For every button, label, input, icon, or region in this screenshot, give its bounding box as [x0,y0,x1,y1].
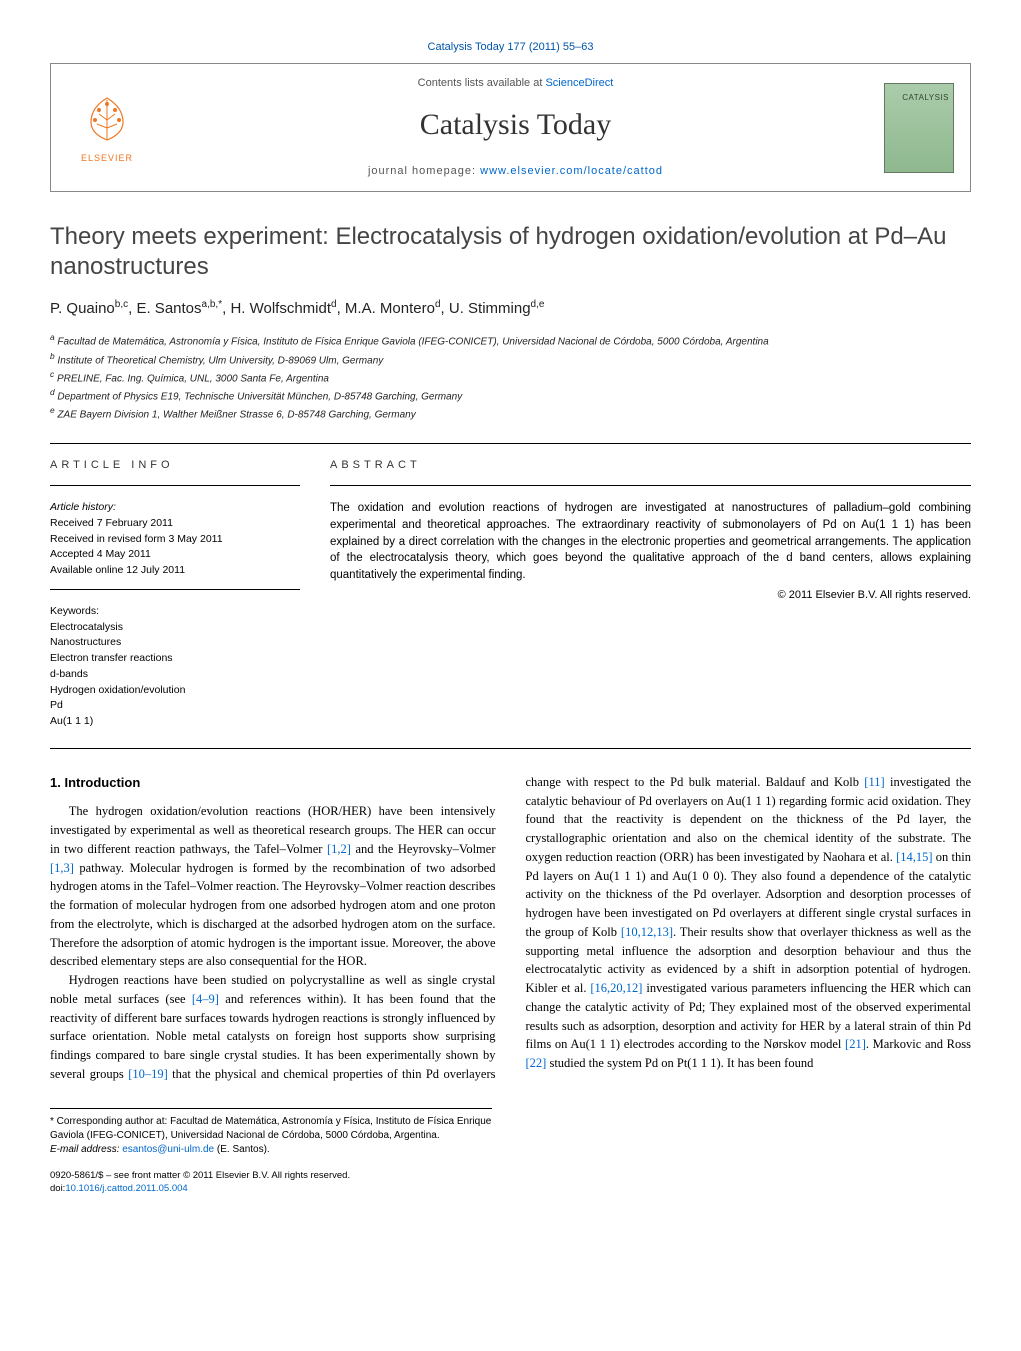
keyword-0: Electrocatalysis [50,620,300,636]
author-0: P. Quaino [50,300,115,317]
keyword-2: Electron transfer reactions [50,651,300,667]
doi-link[interactable]: 10.1016/j.cattod.2011.05.004 [65,1183,187,1194]
author-1-marks: a,b,* [202,299,223,310]
footnote-block: * Corresponding author at: Facultad de M… [50,1108,492,1157]
divider-top [50,443,971,444]
email-owner: (E. Santos). [214,1144,270,1155]
aff-text-b: Institute of Theoretical Chemistry, Ulm … [57,355,383,366]
section-heading-intro: 1. Introduction [50,773,496,793]
author-3: M.A. Montero [345,300,435,317]
elsevier-logo: ELSEVIER [67,83,147,173]
journal-banner: ELSEVIER Contents lists available at Sci… [50,63,971,192]
keyword-4: Hydrogen oxidation/evolution [50,683,300,699]
keywords-block: Keywords: Electrocatalysis Nanostructure… [50,604,300,730]
bottom-meta: 0920-5861/$ – see front matter © 2011 El… [50,1169,971,1196]
article-title: Theory meets experiment: Electrocatalysi… [50,222,971,282]
divider-keywords [50,589,300,590]
aff-mark-d: d [50,387,55,397]
author-0-marks: b,c [115,299,128,310]
ref-link[interactable]: [1,3] [50,861,74,875]
affiliation-b: b Institute of Theoretical Chemistry, Ul… [50,350,971,368]
journal-homepage-line: journal homepage: www.elsevier.com/locat… [167,164,864,179]
doi-prefix: doi: [50,1183,65,1194]
keyword-3: d-bands [50,667,300,683]
citation-line: Catalysis Today 177 (2011) 55–63 [50,40,971,55]
cover-title: CATALYSIS [902,92,949,103]
history-head: Article history: [50,500,300,516]
ref-link[interactable]: [22] [526,1056,547,1070]
author-4-marks: d,e [531,299,545,310]
article-info-label: ARTICLE INFO [50,458,300,473]
info-abstract-row: ARTICLE INFO Article history: Received 7… [50,458,971,730]
body-text: 1. Introduction The hydrogen oxidation/e… [50,773,971,1084]
keywords-head: Keywords: [50,604,300,620]
divider-bottom [50,748,971,749]
keyword-1: Nanostructures [50,635,300,651]
ref-link[interactable]: [11] [864,775,884,789]
author-4: U. Stimming [449,300,531,317]
article-info-column: ARTICLE INFO Article history: Received 7… [50,458,300,730]
affiliation-c: c PRELINE, Fac. Ing. Química, UNL, 3000 … [50,368,971,386]
history-accepted: Accepted 4 May 2011 [50,547,300,563]
ref-link[interactable]: [10,12,13] [621,925,673,939]
authors-line: P. Quainob,c, E. Santosa,b,*, H. Wolfsch… [50,298,971,319]
keyword-5: Pd [50,698,300,714]
affiliation-a: a Facultad de Matemática, Astronomía y F… [50,331,971,349]
banner-center: Contents lists available at ScienceDirec… [167,76,864,179]
sciencedirect-link[interactable]: ScienceDirect [545,77,613,89]
abstract-copyright: © 2011 Elsevier B.V. All rights reserved… [330,588,971,603]
author-2-marks: d [331,299,337,310]
email-label: E-mail address: [50,1144,122,1155]
contents-available-line: Contents lists available at ScienceDirec… [167,76,864,91]
contents-prefix: Contents lists available at [418,77,546,89]
author-3-marks: d [435,299,441,310]
abstract-text: The oxidation and evolution reactions of… [330,500,971,583]
ref-link[interactable]: [10–19] [128,1067,168,1081]
ref-link[interactable]: [1,2] [327,842,351,856]
doi-line: doi:10.1016/j.cattod.2011.05.004 [50,1182,971,1195]
email-line: E-mail address: esantos@uni-ulm.de (E. S… [50,1143,492,1157]
email-link[interactable]: esantos@uni-ulm.de [122,1144,214,1155]
aff-text-a: Facultad de Matemática, Astronomía y Fís… [57,337,768,348]
homepage-link[interactable]: www.elsevier.com/locate/cattod [480,165,663,177]
author-2: H. Wolfschmidt [230,300,331,317]
corresponding-author: * Corresponding author at: Facultad de M… [50,1115,492,1143]
body-para-1: The hydrogen oxidation/evolution reactio… [50,802,496,971]
aff-text-d: Department of Physics E19, Technische Un… [57,391,462,402]
elsevier-tree-icon [77,90,137,150]
aff-mark-e: e [50,405,55,415]
journal-name: Catalysis Today [167,104,864,146]
author-1: E. Santos [136,300,201,317]
abstract-column: ABSTRACT The oxidation and evolution rea… [330,458,971,730]
ref-link[interactable]: [4–9] [192,992,219,1006]
issn-line: 0920-5861/$ – see front matter © 2011 El… [50,1169,971,1182]
journal-cover-thumbnail: CATALYSIS [884,83,954,173]
aff-text-c: PRELINE, Fac. Ing. Química, UNL, 3000 Sa… [57,373,329,384]
affiliation-e: e ZAE Bayern Division 1, Walther Meißner… [50,404,971,422]
divider-info [50,485,300,486]
history-received: Received 7 February 2011 [50,516,300,532]
elsevier-label: ELSEVIER [81,152,133,165]
aff-text-e: ZAE Bayern Division 1, Walther Meißner S… [57,410,415,421]
ref-link[interactable]: [16,20,12] [590,981,642,995]
homepage-prefix: journal homepage: [368,165,480,177]
keyword-6: Au(1 1 1) [50,714,300,730]
article-history: Article history: Received 7 February 201… [50,500,300,579]
aff-mark-a: a [50,332,55,342]
history-revised: Received in revised form 3 May 2011 [50,532,300,548]
aff-mark-c: c [50,369,54,379]
history-online: Available online 12 July 2011 [50,563,300,579]
ref-link[interactable]: [21] [845,1037,866,1051]
abstract-label: ABSTRACT [330,458,971,473]
divider-abstract [330,485,971,486]
affiliation-d: d Department of Physics E19, Technische … [50,386,971,404]
affiliations: a Facultad de Matemática, Astronomía y F… [50,331,971,423]
ref-link[interactable]: [14,15] [896,850,932,864]
aff-mark-b: b [50,351,55,361]
